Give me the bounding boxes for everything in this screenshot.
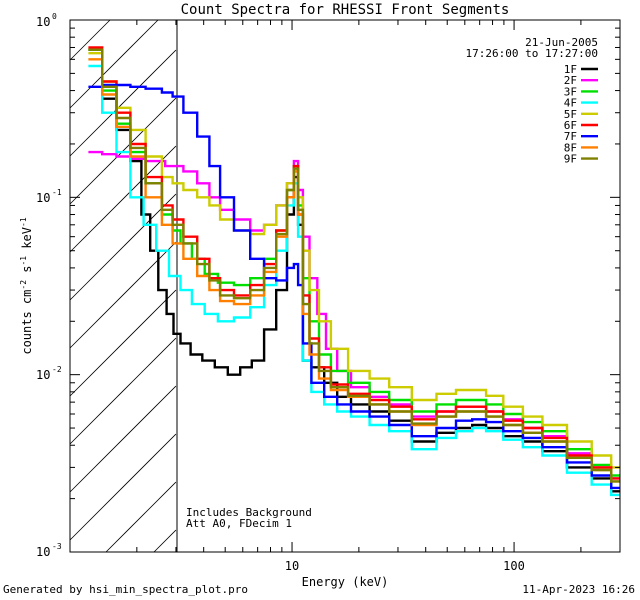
generated-by-label: Generated by hsi_min_spectra_plot.pro (3, 583, 249, 596)
x-axis-label: Energy (keV) (302, 575, 389, 589)
legend-label-1F: 1F (564, 63, 577, 76)
y-tick-label-1e-1: 10 -1 (36, 188, 62, 205)
svg-text:counts cm-2 s-1 keV-1: counts cm-2 s-1 keV-1 (19, 217, 34, 354)
hatch-line (69, 289, 177, 397)
x-tick-label-10: 10 (285, 559, 299, 573)
hatch-line (69, 433, 177, 541)
hatch-line (69, 385, 177, 493)
hatch-line (153, 529, 177, 553)
series-line-7F (88, 83, 620, 490)
time-range-label: 17:26:00 to 17:27:00 (466, 47, 598, 60)
hatch-line (105, 481, 177, 553)
y-tick-label-1e0: 10 0 (36, 12, 57, 29)
y-axis-label: counts cm-2 s-1 keV-1 (19, 217, 34, 354)
legend-label-5F: 5F (564, 108, 577, 121)
svg-text:-3: -3 (52, 542, 62, 551)
hatch-line (69, 193, 177, 301)
svg-text:10: 10 (36, 545, 50, 559)
hatch-line (69, 19, 159, 109)
y-tick-label-1e-2: 10 -2 (36, 365, 62, 382)
legend-label-7F: 7F (564, 130, 577, 143)
svg-text:-1: -1 (52, 188, 62, 197)
series-line-5F (88, 52, 620, 469)
legend-label-6F: 6F (564, 119, 577, 132)
chart-title: Count Spectra for RHESSI Front Segments (181, 2, 510, 18)
legend-label-9F: 9F (564, 153, 577, 166)
annotation-background: Includes Background (186, 506, 312, 519)
hatch-line (69, 19, 111, 61)
legend-label-2F: 2F (564, 74, 577, 87)
svg-text:-2: -2 (52, 365, 62, 374)
annotation-attenuator: Att A0, FDecim 1 (186, 517, 292, 530)
svg-text:10: 10 (36, 15, 50, 29)
legend-label-4F: 4F (564, 97, 577, 110)
legend-label-3F: 3F (564, 85, 577, 98)
svg-text:0: 0 (52, 12, 57, 21)
attenuated-region-hatch (69, 19, 177, 553)
svg-text:10: 10 (36, 368, 50, 382)
series-line-9F (88, 48, 620, 483)
svg-text:10: 10 (36, 191, 50, 205)
hatch-line (69, 49, 177, 157)
hatch-line (69, 337, 177, 445)
legend-label-8F: 8F (564, 141, 577, 154)
plot-frame (69, 19, 621, 553)
hatch-line (69, 145, 177, 253)
y-tick-label-1e-3: 10 -3 (36, 542, 62, 559)
date-label: 21-Jun-2005 (525, 36, 598, 49)
footer-timestamp: 11-Apr-2023 16:26 (522, 583, 635, 596)
x-tick-label-100: 100 (503, 559, 525, 573)
axis-ticks (69, 19, 621, 553)
series-line-1F (88, 48, 620, 493)
hatch-line (69, 241, 177, 349)
